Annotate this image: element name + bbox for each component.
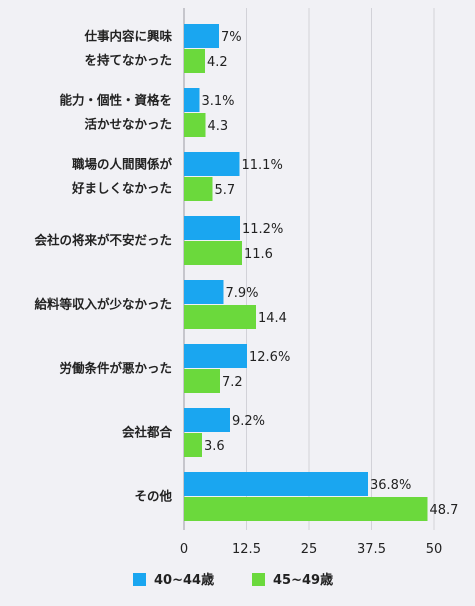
bar-series-1 — [184, 152, 240, 176]
legend-label: 45~49歳 — [273, 572, 333, 588]
bar-series-1 — [184, 216, 240, 240]
bar-series-1 — [184, 24, 219, 48]
legend-label: 40~44歳 — [154, 572, 214, 588]
bar-series-1 — [184, 408, 230, 432]
category-label: 仕事内容に興味 — [83, 29, 172, 44]
category-label: 好ましくなかった — [71, 181, 172, 196]
data-label: 36.8% — [370, 478, 411, 493]
data-label: 7% — [221, 30, 242, 45]
bar-series-1 — [184, 88, 200, 112]
bar-series-2 — [184, 113, 206, 137]
x-tick-label: 50 — [426, 542, 443, 557]
data-label: 11.6 — [244, 247, 273, 262]
bar-series-1 — [184, 472, 368, 496]
data-label: 48.7 — [430, 503, 459, 518]
bar-series-1 — [184, 280, 224, 304]
data-label: 5.7 — [215, 183, 236, 198]
bar-series-1 — [184, 344, 247, 368]
data-label: 14.4 — [258, 311, 287, 326]
x-tick-label: 0 — [180, 542, 188, 557]
category-label: 活かせなかった — [84, 117, 172, 132]
bar-series-2 — [184, 433, 202, 457]
bar-series-2 — [184, 497, 428, 521]
category-label: 給料等収入が少なかった — [34, 297, 172, 312]
data-label: 12.6% — [249, 350, 290, 365]
category-label: 労働条件が悪かった — [59, 361, 172, 376]
data-label: 11.1% — [242, 158, 283, 173]
category-label: 会社の将来が不安だった — [34, 233, 172, 248]
category-label: 会社都合 — [122, 425, 173, 440]
x-tick-label: 25 — [301, 542, 318, 557]
data-label: 7.9% — [226, 286, 259, 301]
x-tick-label: 12.5 — [232, 542, 261, 557]
data-label: 9.2% — [232, 414, 265, 429]
legend-swatch — [252, 573, 265, 586]
data-label: 4.2 — [207, 55, 228, 70]
data-label: 7.2 — [222, 375, 243, 390]
bar-series-2 — [184, 241, 242, 265]
category-label: その他 — [134, 489, 172, 504]
legend-swatch — [133, 573, 146, 586]
category-label: 能力・個性・資格を — [59, 93, 172, 108]
data-label: 4.3 — [208, 119, 229, 134]
bar-series-2 — [184, 177, 213, 201]
category-label: を持てなかった — [84, 53, 172, 68]
bar-series-2 — [184, 305, 256, 329]
data-label: 3.6 — [204, 439, 225, 454]
bar-series-2 — [184, 49, 205, 73]
x-tick-label: 37.5 — [357, 542, 386, 557]
data-label: 3.1% — [202, 94, 235, 109]
bar-series-2 — [184, 369, 220, 393]
category-label: 職場の人間関係が — [72, 157, 173, 172]
data-label: 11.2% — [242, 222, 283, 237]
